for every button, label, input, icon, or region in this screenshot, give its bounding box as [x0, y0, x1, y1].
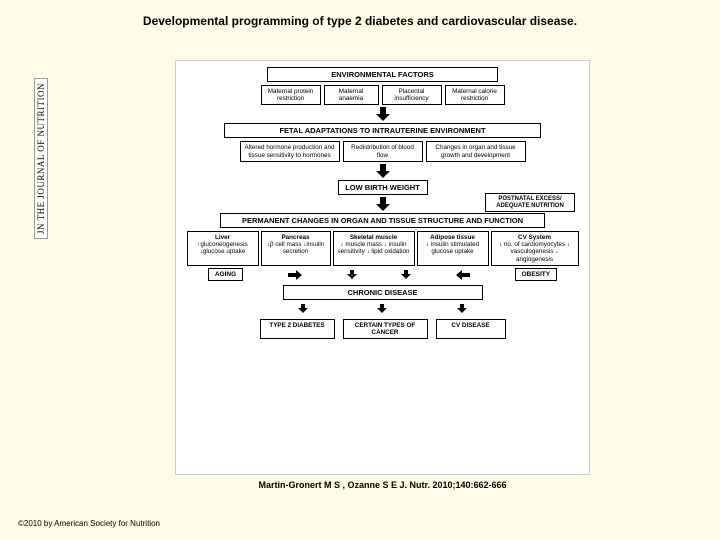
env-factor: Maternal anaemia	[324, 85, 379, 105]
outcome-box: CERTAIN TYPES OF CANCER	[343, 319, 428, 339]
fetal-item: Changes in organ and tissue growth and d…	[426, 141, 526, 161]
postnatal-box: POSTNATAL EXCESS/ ADEQUATE NUTRITION	[485, 193, 575, 212]
organ-cell: Adipose tissue↓ insulin stimulated gluco…	[417, 231, 489, 266]
lbw-box: LOW BIRTH WEIGHT	[338, 180, 428, 195]
fetal-header: FETAL ADAPTATIONS TO INTRAUTERINE ENVIRO…	[224, 123, 542, 138]
page-title: Developmental programming of type 2 diab…	[0, 0, 720, 36]
down-arrow-icon	[376, 164, 390, 178]
down-arrow-icon	[347, 270, 357, 280]
organs-row: Liver↑gluconeogenesis ↓glucose uptake Pa…	[184, 231, 581, 266]
outcome-box: CV DISEASE	[436, 319, 506, 339]
aging-obesity-row: AGING OBESITY	[208, 268, 557, 282]
left-arrow-icon	[456, 270, 470, 280]
env-factor: Maternal protein restriction	[261, 85, 321, 105]
down-arrow-icon	[457, 304, 467, 314]
down-arrow-icon	[298, 304, 308, 314]
fetal-item: Altered hormone production and tissue se…	[240, 141, 340, 161]
env-header: ENVIRONMENTAL FACTORS	[267, 67, 497, 82]
journal-label: JN THE JOURNAL OF NUTRITION	[34, 78, 48, 239]
outcome-box: TYPE 2 DIABETES	[260, 319, 335, 339]
triple-arrow-row	[263, 302, 501, 316]
outcomes-row: TYPE 2 DIABETES CERTAIN TYPES OF CANCER …	[184, 319, 581, 339]
chronic-box: CHRONIC DISEASE	[283, 285, 483, 300]
aging-box: AGING	[208, 268, 243, 281]
down-arrow-icon	[376, 197, 390, 211]
down-arrow-icon	[376, 107, 390, 121]
flowchart-diagram: ENVIRONMENTAL FACTORS Maternal protein r…	[175, 60, 590, 475]
organ-cell: Liver↑gluconeogenesis ↓glucose uptake	[187, 231, 259, 266]
down-arrow-icon	[401, 270, 411, 280]
organ-cell: CV System↓ no. of cardiomyocytes ↓ vascu…	[491, 231, 579, 266]
fetal-item: Redistribution of blood flow	[343, 141, 423, 161]
copyright-text: ©2010 by American Society for Nutrition	[18, 519, 160, 528]
citation-text: Martin-Gronert M S , Ozanne S E J. Nutr.…	[175, 480, 590, 490]
perm-header: PERMANENT CHANGES IN ORGAN AND TISSUE ST…	[220, 213, 546, 228]
organ-cell: Pancreas↓β cell mass ↓insulin secretion	[261, 231, 331, 266]
obesity-box: OBESITY	[515, 268, 558, 281]
down-arrow-icon	[377, 304, 387, 314]
env-factor: Maternal calorie restriction	[445, 85, 505, 105]
env-factors-row: Maternal protein restriction Maternal an…	[184, 85, 581, 105]
right-arrow-icon	[288, 270, 302, 280]
organ-cell: Skeletal muscle↓ muscle mass ↓ insulin s…	[333, 231, 415, 266]
fetal-items-row: Altered hormone production and tissue se…	[184, 141, 581, 161]
env-factor: Placental insufficiency	[382, 85, 442, 105]
